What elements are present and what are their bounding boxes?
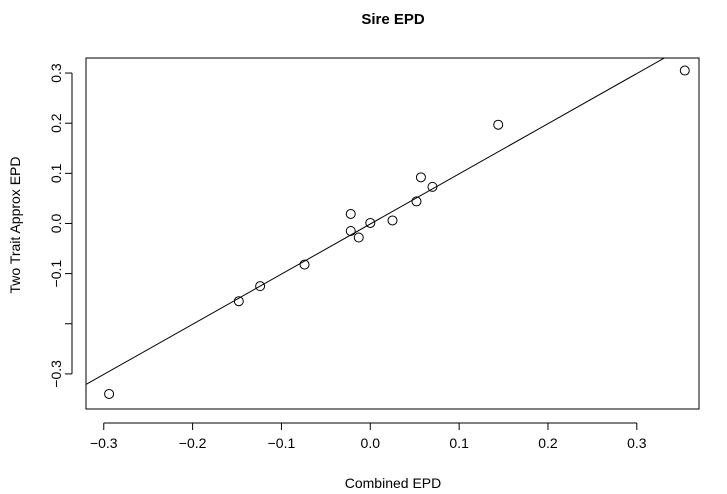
points-layer <box>104 65 690 399</box>
data-point <box>345 208 356 219</box>
x-tick-label: −0.2 <box>179 435 207 451</box>
y-tick-label: 0.2 <box>48 113 64 133</box>
x-axis-label: Combined EPD <box>345 475 442 491</box>
y-tick-label: 0.3 <box>48 63 64 83</box>
data-point <box>299 259 310 270</box>
x-tick-label: 0.3 <box>627 435 647 451</box>
data-point <box>411 196 422 207</box>
data-point <box>387 215 398 226</box>
data-point <box>679 65 690 76</box>
data-point <box>345 225 356 236</box>
fit-line <box>86 58 666 385</box>
x-tick-label: −0.1 <box>268 435 296 451</box>
data-point <box>427 181 438 192</box>
data-point <box>233 296 244 307</box>
data-point <box>353 232 364 243</box>
x-tick-label: 0.1 <box>449 435 469 451</box>
chart-title: Sire EPD <box>361 11 425 28</box>
data-point <box>415 172 426 183</box>
plot-frame <box>85 57 700 410</box>
y-tick-label: 0.0 <box>48 214 64 234</box>
x-tick-label: 0.2 <box>538 435 558 451</box>
x-axis: −0.3 −0.2 −0.1 0.0 0.1 0.2 0.3 <box>90 422 647 451</box>
fit-line-layer <box>86 58 666 385</box>
x-tick-label: −0.3 <box>90 435 118 451</box>
y-axis: −0.3 −0.1 0.0 0.1 0.2 0.3 <box>48 63 73 388</box>
x-tick-label: 0.0 <box>361 435 381 451</box>
y-tick-label: −0.1 <box>48 260 64 288</box>
y-tick-label: −0.3 <box>48 360 64 388</box>
data-point <box>365 217 376 228</box>
data-point <box>104 388 115 399</box>
y-tick-label: 0.1 <box>48 163 64 183</box>
data-point <box>255 281 266 292</box>
y-axis-label: Two Trait Approx EPD <box>7 157 23 294</box>
data-point <box>493 119 504 130</box>
